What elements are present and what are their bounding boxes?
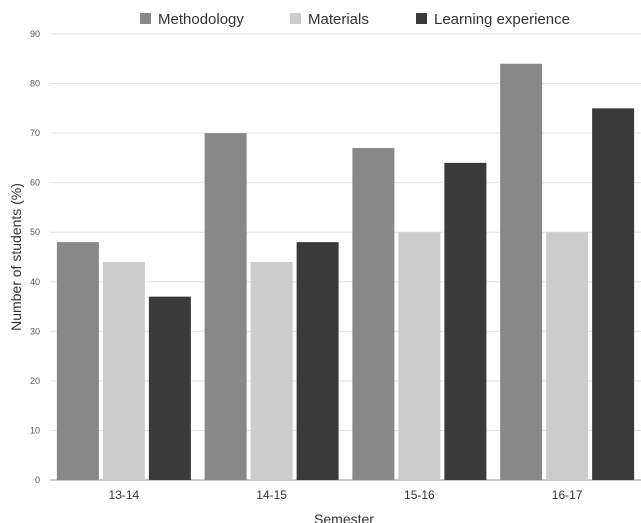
y-tick-label: 40 — [30, 277, 40, 287]
bar-methodology-14-15 — [204, 133, 247, 480]
bar-materials-14-15 — [250, 261, 293, 480]
y-axis-title: Number of students (%) — [8, 183, 24, 331]
bar-materials-13-14 — [102, 261, 145, 480]
legend-label: Methodology — [158, 11, 244, 28]
legend-label: Materials — [308, 11, 369, 28]
bar-materials-15-16 — [398, 232, 441, 480]
y-tick-label: 30 — [30, 326, 40, 336]
legend-swatch — [140, 13, 151, 24]
y-tick-label: 10 — [30, 425, 40, 435]
bar-learning-experience-15-16 — [444, 162, 487, 480]
legend-swatch — [290, 13, 301, 24]
y-tick-label: 80 — [30, 79, 40, 89]
legend-swatch — [416, 13, 427, 24]
x-tick-label: 14-15 — [256, 488, 287, 502]
x-tick-label: 13-14 — [109, 488, 140, 502]
y-tick-label: 60 — [30, 178, 40, 188]
y-tick-label: 70 — [30, 128, 40, 138]
bar-methodology-16-17 — [500, 63, 543, 480]
bar-materials-16-17 — [546, 232, 589, 480]
legend: Methodology Materials Learning experience — [140, 11, 570, 28]
bar-learning-experience-13-14 — [148, 296, 191, 480]
grid-lines — [50, 33, 641, 481]
x-tick-label: 15-16 — [404, 488, 435, 502]
legend-label: Learning experience — [434, 11, 570, 28]
bar-methodology-15-16 — [352, 147, 395, 480]
x-axis-title: Semester — [314, 511, 374, 523]
y-tick-label: 0 — [35, 475, 40, 485]
y-tick-label: 50 — [30, 227, 40, 237]
y-tick-label: 90 — [30, 29, 40, 39]
bar-learning-experience-14-15 — [296, 242, 339, 480]
y-tick-label: 20 — [30, 376, 40, 386]
bar-learning-experience-16-17 — [592, 108, 635, 480]
x-tick-label: 16-17 — [552, 488, 583, 502]
y-axis-ticks: 0 10 20 30 40 50 60 70 80 90 — [30, 29, 40, 485]
bars — [56, 63, 635, 480]
x-axis-ticks: 13-14 14-15 15-16 16-17 — [109, 488, 583, 502]
bar-methodology-13-14 — [56, 242, 99, 480]
